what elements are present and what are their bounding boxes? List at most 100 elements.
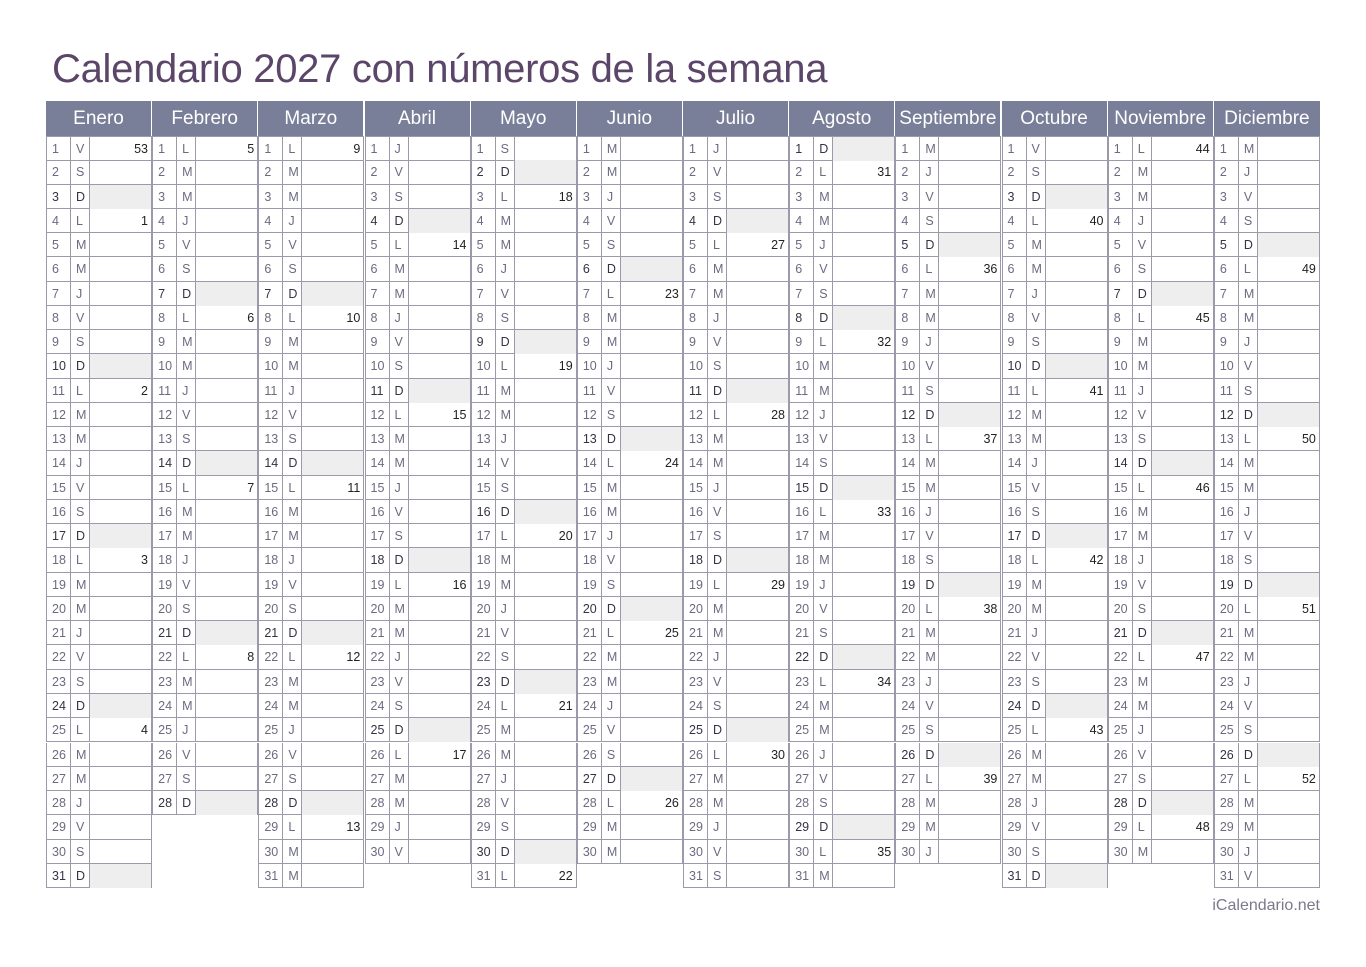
- day-number: 2: [1109, 160, 1133, 185]
- weekday-letter: D: [814, 137, 834, 161]
- day-row: 28 M: [1213, 791, 1320, 816]
- day-number: 26: [790, 742, 815, 767]
- week-number: [409, 137, 470, 161]
- weekday-letter: D: [708, 378, 728, 403]
- weekday-letter: M: [1027, 427, 1046, 452]
- week-number: [833, 137, 895, 161]
- weekday-letter: L: [708, 572, 728, 597]
- day-row: 18 D: [364, 548, 471, 573]
- month-column: Septiembre 1 M 2 J 3 V 4 S 5 D 6 L 36 7 M 8 M 9 J 10 V 11 S 12 D 1…: [895, 101, 1002, 892]
- weekday-letter: S: [1239, 208, 1258, 233]
- weekday-letter: L: [390, 233, 409, 258]
- week-number: [939, 306, 1000, 330]
- week-number: 51: [1301, 601, 1316, 616]
- week-number: [1152, 573, 1213, 597]
- weekday-letter: L: [177, 305, 197, 330]
- week-number: [1046, 403, 1107, 427]
- weekday-letter: D: [71, 184, 90, 209]
- day-row: 19 M: [46, 572, 152, 597]
- week-number: [515, 645, 576, 669]
- weekday-letter: D: [814, 645, 834, 670]
- weekday-letter: L: [814, 499, 834, 524]
- day-row: 20 S: [1107, 596, 1214, 622]
- day-row: 21 J: [46, 621, 152, 646]
- day-row: 21 V: [470, 621, 577, 646]
- month-column: Junio 1 M 2 M 3 J 4 V 5 S 6 D 7 L 23 8 M 9 M 10 J 11 V 12 S 13 D 14 L…: [576, 101, 683, 892]
- day-number: 21: [366, 621, 390, 646]
- day-number: 9: [153, 330, 178, 355]
- day-row: 21 J: [1001, 621, 1108, 646]
- week-number: [1152, 767, 1213, 791]
- weekday-letter: J: [1133, 718, 1152, 743]
- day-number: 26: [1109, 742, 1133, 767]
- week-number: [1258, 282, 1319, 306]
- day-number: 13: [1003, 427, 1027, 452]
- day-row: 27 M: [364, 766, 471, 791]
- day-number: 4: [896, 208, 921, 233]
- weekday-letter: M: [390, 621, 409, 646]
- weekday-letter: S: [177, 427, 197, 452]
- weekday-letter: D: [283, 621, 303, 646]
- day-row: 13 M: [683, 427, 790, 452]
- day-number: 10: [259, 354, 284, 379]
- day-row: 31 M: [258, 863, 365, 889]
- weekday-letter: M: [71, 257, 90, 282]
- week-number: [1046, 330, 1107, 354]
- week-number: [939, 476, 1000, 500]
- day-row: 2 L 31: [789, 160, 896, 185]
- weekday-letter: J: [1239, 330, 1258, 355]
- day-number: 20: [259, 596, 284, 621]
- day-number: 1: [47, 137, 71, 161]
- weekday-letter: M: [1239, 815, 1258, 840]
- week-number: [90, 184, 151, 209]
- weekday-letter: V: [71, 475, 90, 500]
- day-number: 30: [790, 839, 815, 864]
- day-number: 3: [790, 184, 815, 209]
- week-number: 5: [247, 142, 255, 156]
- day-row: 30 D: [470, 839, 577, 864]
- weekday-letter: L: [814, 330, 834, 355]
- day-number: 10: [896, 354, 921, 379]
- week-number: [90, 160, 151, 184]
- weekday-letter: S: [602, 233, 621, 258]
- weekday-letter: V: [1027, 475, 1046, 500]
- day-number: 28: [1109, 791, 1133, 816]
- weekday-letter: J: [708, 645, 728, 670]
- week-number: [1258, 864, 1319, 888]
- week-number: [302, 427, 363, 451]
- day-number: 10: [790, 354, 815, 379]
- week-number: [727, 840, 788, 864]
- day-number: 16: [472, 499, 496, 524]
- week-number: [515, 233, 576, 257]
- day-number: 10: [153, 354, 178, 379]
- day-number: 10: [366, 354, 390, 379]
- weekday-letter: L: [390, 742, 409, 767]
- day-row: 11 L 41: [1001, 378, 1108, 403]
- week-number: [196, 257, 257, 281]
- day-row: 24 D: [1001, 693, 1108, 719]
- week-number: [90, 500, 151, 524]
- weekday-letter: M: [177, 354, 197, 379]
- day-row: 18 D: [683, 548, 790, 573]
- day-number: 24: [684, 693, 709, 718]
- weekday-letter: V: [283, 402, 303, 427]
- day-number: 4: [684, 208, 709, 233]
- day-row: 18 M: [470, 548, 577, 573]
- day-number: 9: [366, 330, 390, 355]
- week-number: 1: [141, 213, 148, 228]
- weekday-letter: M: [496, 742, 515, 767]
- week-number: [1152, 379, 1213, 403]
- weekday-letter: M: [71, 402, 90, 427]
- day-row: 26 S: [576, 742, 683, 767]
- weekday-letter: D: [496, 330, 515, 355]
- week-number: [514, 669, 576, 694]
- week-number: [90, 257, 151, 281]
- day-row: 28 D: [1107, 791, 1214, 816]
- day-number: 11: [790, 378, 815, 403]
- weekday-letter: V: [1239, 693, 1258, 718]
- week-number: [833, 282, 894, 306]
- day-number: 5: [1109, 233, 1133, 258]
